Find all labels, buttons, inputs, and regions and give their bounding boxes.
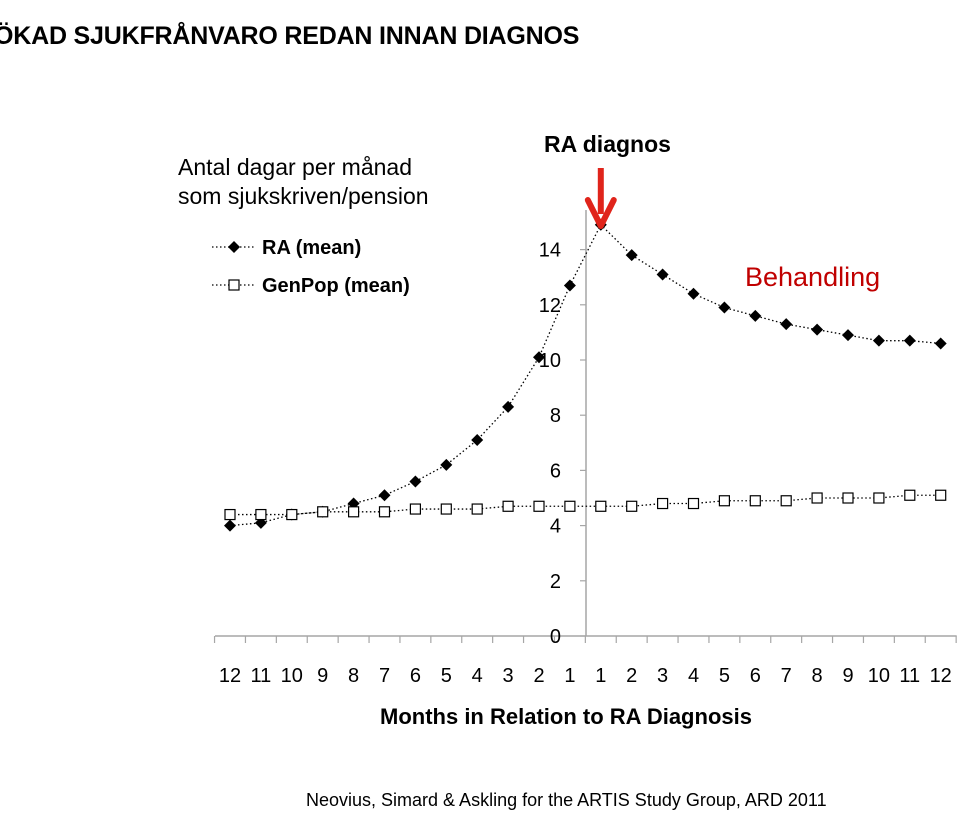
- y-tick-label: 12: [539, 295, 561, 317]
- genpop-data-point: [317, 506, 329, 518]
- genpop-data-point: [440, 503, 452, 515]
- genpop-data-point: [502, 500, 514, 512]
- y-tick-label: 14: [539, 240, 561, 262]
- genpop-data-point: [224, 508, 236, 521]
- genpop-data-point: [533, 500, 545, 512]
- ra-data-point: [224, 519, 236, 532]
- genpop-data-point: [409, 503, 421, 515]
- ra-data-point: [409, 475, 422, 488]
- y-tick-label: 10: [539, 350, 561, 372]
- x-tick-label: 7: [379, 665, 390, 687]
- genpop-data-point: [286, 508, 298, 521]
- ra-data-point: [842, 329, 854, 342]
- legend-label: GenPop (mean): [262, 275, 410, 297]
- x-tick-label: 9: [842, 665, 853, 687]
- genpop-data-point: [749, 495, 761, 507]
- genpop-data-point: [595, 500, 607, 512]
- diagnosis-label: RA diagnos: [544, 131, 671, 157]
- x-axis-label: Months in Relation to RA Diagnosis: [380, 704, 752, 729]
- genpop-data-point: [842, 492, 854, 504]
- genpop-data-point: [255, 508, 267, 521]
- ra-data-point: [872, 334, 885, 347]
- genpop-data-point: [811, 492, 823, 504]
- legend-marker-ra: [228, 241, 240, 253]
- legend-label: RA (mean): [262, 237, 361, 259]
- y-tick-label: 0: [550, 626, 561, 648]
- genpop-data-point: [873, 492, 885, 504]
- y-tick-label: 4: [550, 516, 561, 538]
- treatment-label: Behandling: [745, 262, 881, 292]
- x-tick-label: 1: [595, 665, 606, 687]
- ra-data-point: [378, 489, 391, 502]
- x-tick-label: 10: [868, 665, 890, 687]
- x-tick-label: 6: [410, 665, 421, 687]
- genpop-data-point: [471, 503, 483, 515]
- x-tick-label: 7: [781, 665, 792, 687]
- x-tick-label: 2: [533, 665, 544, 687]
- ra-data-point: [563, 279, 576, 292]
- y-axis-label: Antal dagar per månad som sjukskriven/pe…: [178, 153, 429, 211]
- ra-data-point: [656, 268, 669, 281]
- ra-data-point: [440, 458, 453, 471]
- ra-data-point: [687, 287, 700, 300]
- x-tick-label: 4: [472, 665, 483, 687]
- genpop-data-point: [687, 497, 700, 510]
- x-tick-label: 5: [719, 665, 730, 687]
- genpop-data-point: [935, 489, 947, 501]
- ra-data-point: [471, 434, 484, 447]
- y-tick-label: 8: [550, 405, 561, 427]
- ra-data-point: [502, 400, 515, 413]
- y-tick-label: 6: [550, 460, 561, 482]
- x-tick-label: 8: [812, 665, 823, 687]
- ra-data-point: [718, 301, 731, 314]
- y-axis-label-line-1: Antal dagar per månad: [178, 154, 412, 180]
- citation: Neovius, Simard & Askling for the ARTIS …: [306, 790, 827, 810]
- y-tick-label: 2: [550, 571, 561, 593]
- x-tick-label: 12: [930, 665, 952, 687]
- x-tick-label: 11: [899, 665, 920, 687]
- legend-marker-genpop: [228, 279, 240, 291]
- ra-data-point: [934, 337, 947, 350]
- x-tick-label: 1: [564, 665, 575, 687]
- x-tick-label: 6: [750, 665, 761, 687]
- ra-data-point: [811, 323, 824, 336]
- page-title: ÖKAD SJUKFRÅNVARO REDAN INNAN DIAGNOS: [0, 22, 580, 50]
- ra-data-point: [533, 351, 545, 364]
- genpop-data-point: [378, 506, 391, 518]
- x-tick-label: 3: [657, 665, 668, 687]
- series-line: [229, 223, 941, 527]
- ra-data-point: [749, 309, 762, 322]
- x-tick-label: 8: [348, 665, 359, 687]
- genpop-data-point: [904, 489, 916, 501]
- diagnosis-arrow-head: [584, 197, 617, 229]
- x-tick-label: 5: [441, 665, 452, 687]
- x-tick-label: 10: [281, 665, 303, 687]
- ra-data-point: [780, 318, 793, 331]
- x-tick-label: 11: [251, 665, 272, 687]
- genpop-data-point: [626, 500, 638, 512]
- x-tick-label: 3: [503, 665, 514, 687]
- x-tick-label: 4: [688, 665, 699, 687]
- x-tick-label: 9: [317, 665, 328, 687]
- genpop-data-point: [348, 506, 360, 518]
- genpop-data-point: [718, 495, 731, 507]
- ra-data-point: [625, 249, 638, 262]
- diagnosis-arrow-icon: [584, 168, 617, 229]
- x-tick-label: 2: [626, 665, 637, 687]
- genpop-data-point: [564, 500, 576, 512]
- ra-data-point: [903, 334, 916, 347]
- genpop-data-point: [656, 497, 669, 510]
- x-tick-label: 12: [219, 665, 241, 687]
- genpop-data-point: [780, 495, 792, 507]
- y-axis-label-line-2: som sjukskriven/pension: [178, 183, 429, 209]
